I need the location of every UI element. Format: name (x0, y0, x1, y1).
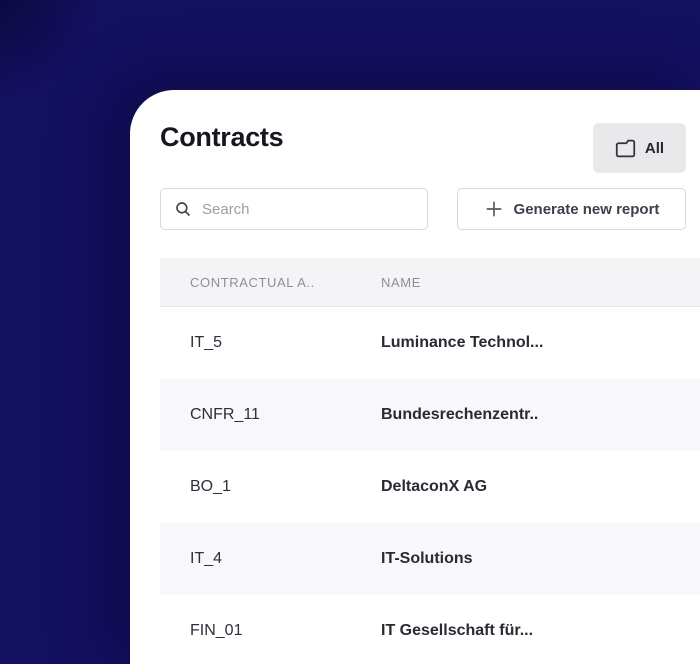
search-icon (174, 200, 192, 218)
plus-icon (484, 199, 504, 219)
cell-agreement: IT_5 (190, 334, 223, 351)
all-filter-label: All (644, 139, 665, 157)
table-row[interactable]: IT_4 IT-Solutions (160, 523, 700, 595)
cell-agreement: IT_4 (190, 550, 223, 567)
contracts-table: CONTRACTUAL A.. NAME IT_5 Luminance Tech… (160, 258, 700, 664)
table-row[interactable]: CNFR_11 Bundesrechenzentr.. (160, 379, 700, 451)
search-box (160, 188, 428, 230)
cell-name: IT-Solutions (381, 550, 473, 567)
cell-name: Luminance Technol... (381, 334, 544, 351)
cell-name: DeltaconX AG (381, 478, 488, 495)
cell-name: Bundesrechenzentr.. (381, 406, 539, 423)
page-title: Contracts (160, 122, 284, 152)
folder-icon (615, 138, 636, 159)
all-filter-button[interactable]: All (593, 123, 686, 173)
table-row[interactable]: IT_5 Luminance Technol... (160, 307, 700, 379)
table-row[interactable]: FIN_01 IT Gesellschaft für... (160, 595, 700, 664)
backdrop-corner-shade (0, 0, 120, 120)
search-input[interactable] (202, 189, 427, 229)
column-header-name: NAME (381, 274, 421, 290)
cell-agreement: CNFR_11 (190, 406, 260, 423)
cell-agreement: FIN_01 (190, 622, 243, 639)
contracts-panel: Contracts All Generate new report (130, 90, 700, 664)
table-header-row: CONTRACTUAL A.. NAME (160, 258, 700, 307)
cell-agreement: BO_1 (190, 478, 231, 495)
generate-report-label: Generate new report (513, 200, 660, 218)
table-row[interactable]: BO_1 DeltaconX AG (160, 451, 700, 523)
generate-report-button[interactable]: Generate new report (457, 188, 686, 230)
cell-name: IT Gesellschaft für... (381, 622, 534, 639)
column-header-contractual-agreement: CONTRACTUAL A.. (190, 274, 315, 290)
